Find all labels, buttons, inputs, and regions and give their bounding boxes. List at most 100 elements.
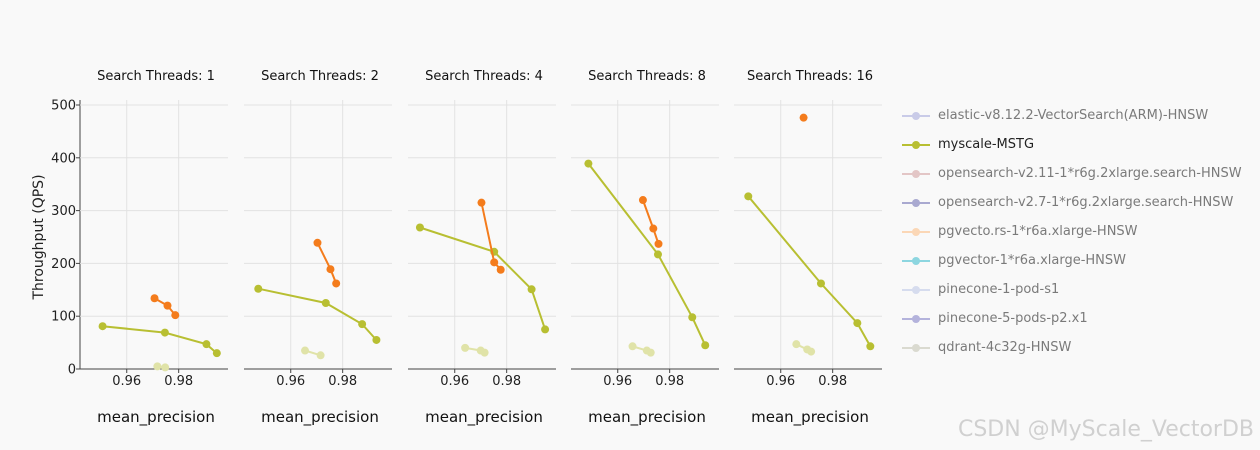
legend-label: pinecone-5-pods-p2.x1: [938, 311, 1088, 326]
data-point[interactable]: [688, 313, 697, 322]
legend-item[interactable]: opensearch-v2.7-1*r6g.2xlarge.search-HNS…: [900, 188, 1242, 217]
data-point[interactable]: [480, 348, 489, 357]
data-point[interactable]: [163, 301, 172, 310]
data-point[interactable]: [358, 320, 367, 329]
x-axis-label: mean_precision: [588, 408, 706, 427]
legend-item[interactable]: elastic-v8.12.2-VectorSearch(ARM)-HNSW: [900, 101, 1242, 130]
data-point[interactable]: [321, 299, 330, 307]
legend-swatch: [900, 342, 932, 354]
data-point[interactable]: [584, 159, 593, 168]
legend-item[interactable]: pinecone-1-pod-s1: [900, 275, 1242, 304]
data-point[interactable]: [496, 265, 505, 274]
legend-swatch-marker: [912, 111, 920, 120]
data-point[interactable]: [326, 265, 335, 274]
data-point[interactable]: [161, 363, 170, 372]
data-point[interactable]: [332, 279, 341, 288]
legend-swatch-marker: [912, 140, 920, 149]
data-point[interactable]: [866, 342, 875, 351]
panel-title: Search Threads: 8: [588, 69, 706, 84]
legend-swatch: [900, 255, 932, 267]
series-1: [584, 159, 710, 350]
data-point[interactable]: [461, 343, 470, 352]
series-line: [419, 226, 547, 330]
series-1: [254, 284, 381, 344]
data-point[interactable]: [98, 322, 107, 331]
y-tick-label: 0: [68, 363, 76, 378]
series-line: [587, 162, 707, 346]
data-point[interactable]: [638, 196, 647, 205]
data-point[interactable]: [527, 285, 536, 294]
data-point[interactable]: [372, 335, 381, 344]
legend-item[interactable]: opensearch-v2.11-1*r6g.2xlarge.search-HN…: [900, 159, 1242, 188]
data-point[interactable]: [792, 340, 801, 349]
legend-item[interactable]: pinecone-5-pods-p2.x1: [900, 304, 1242, 333]
legend-label: opensearch-v2.11-1*r6g.2xlarge.search-HN…: [938, 166, 1242, 181]
data-point[interactable]: [490, 258, 499, 267]
y-tick-label: 100: [51, 310, 76, 325]
x-tick-label: 0.98: [492, 374, 521, 389]
legend-swatch: [900, 168, 932, 180]
data-point[interactable]: [628, 342, 637, 351]
legend-item[interactable]: pgvecto.rs-1*r6a.xlarge-HNSW: [900, 217, 1242, 246]
legend-label: pinecone-1-pod-s1: [938, 282, 1060, 297]
panel-5: 0.96 0.98 Search Threads: 16 mean_precision: [734, 69, 882, 427]
x-tick-label: 0.98: [328, 374, 357, 389]
data-point[interactable]: [171, 311, 180, 320]
data-point[interactable]: [415, 223, 424, 232]
data-point[interactable]: [816, 279, 825, 288]
y-tick-label: 300: [51, 204, 76, 219]
legend-swatch-marker: [912, 169, 920, 178]
legend-item[interactable]: myscale-MSTG: [900, 130, 1242, 159]
series-1: [415, 223, 550, 334]
legend-swatch-marker: [912, 285, 920, 294]
y-axis-label: Throughput (QPS): [31, 174, 47, 300]
x-tick-label: 0.96: [276, 374, 305, 389]
legend-swatch: [900, 110, 932, 122]
x-axis-label: mean_precision: [751, 408, 869, 427]
data-point[interactable]: [150, 294, 159, 303]
legend-swatch-marker: [912, 256, 920, 265]
data-point[interactable]: [646, 348, 655, 357]
series-line: [102, 325, 218, 354]
series-3: [301, 346, 325, 360]
data-point[interactable]: [160, 328, 169, 337]
data-point[interactable]: [799, 113, 808, 122]
data-point[interactable]: [153, 362, 162, 371]
legend-swatch-marker: [912, 314, 920, 323]
panel-title: Search Threads: 16: [747, 69, 873, 84]
legend-swatch: [900, 197, 932, 209]
data-point[interactable]: [313, 238, 322, 247]
legend-label: opensearch-v2.7-1*r6g.2xlarge.search-HNS…: [938, 195, 1234, 210]
x-axis-label: mean_precision: [261, 408, 379, 427]
data-point[interactable]: [701, 341, 710, 350]
series-3: [628, 342, 655, 357]
legend-swatch-marker: [912, 227, 920, 236]
data-point[interactable]: [212, 349, 221, 358]
series-3: [153, 362, 170, 372]
data-point[interactable]: [301, 346, 310, 355]
legend-item[interactable]: qdrant-4c32g-HNSW: [900, 333, 1242, 362]
data-point[interactable]: [316, 351, 325, 360]
data-point[interactable]: [541, 325, 550, 334]
legend-swatch: [900, 139, 932, 151]
data-point[interactable]: [654, 239, 663, 248]
data-point[interactable]: [853, 319, 862, 328]
data-point[interactable]: [202, 340, 211, 349]
legend-swatch-marker: [912, 343, 920, 352]
data-point[interactable]: [254, 284, 263, 293]
data-point[interactable]: [807, 347, 816, 356]
series-3: [792, 340, 816, 356]
series-3: [461, 343, 489, 357]
legend-item[interactable]: pgvector-1*r6a.xlarge-HNSW: [900, 246, 1242, 275]
panel-title: Search Threads: 2: [261, 69, 379, 84]
data-point[interactable]: [477, 198, 486, 207]
data-point[interactable]: [649, 224, 658, 233]
data-point[interactable]: [653, 250, 662, 259]
series-line: [480, 202, 502, 271]
data-point[interactable]: [744, 192, 753, 201]
legend: elastic-v8.12.2-VectorSearch(ARM)-HNSW my…: [900, 101, 1242, 362]
panel-3: 0.96 0.98 Search Threads: 4 mean_precision: [408, 69, 556, 427]
x-tick-label: 0.96: [603, 374, 632, 389]
x-tick-label: 0.96: [440, 374, 469, 389]
